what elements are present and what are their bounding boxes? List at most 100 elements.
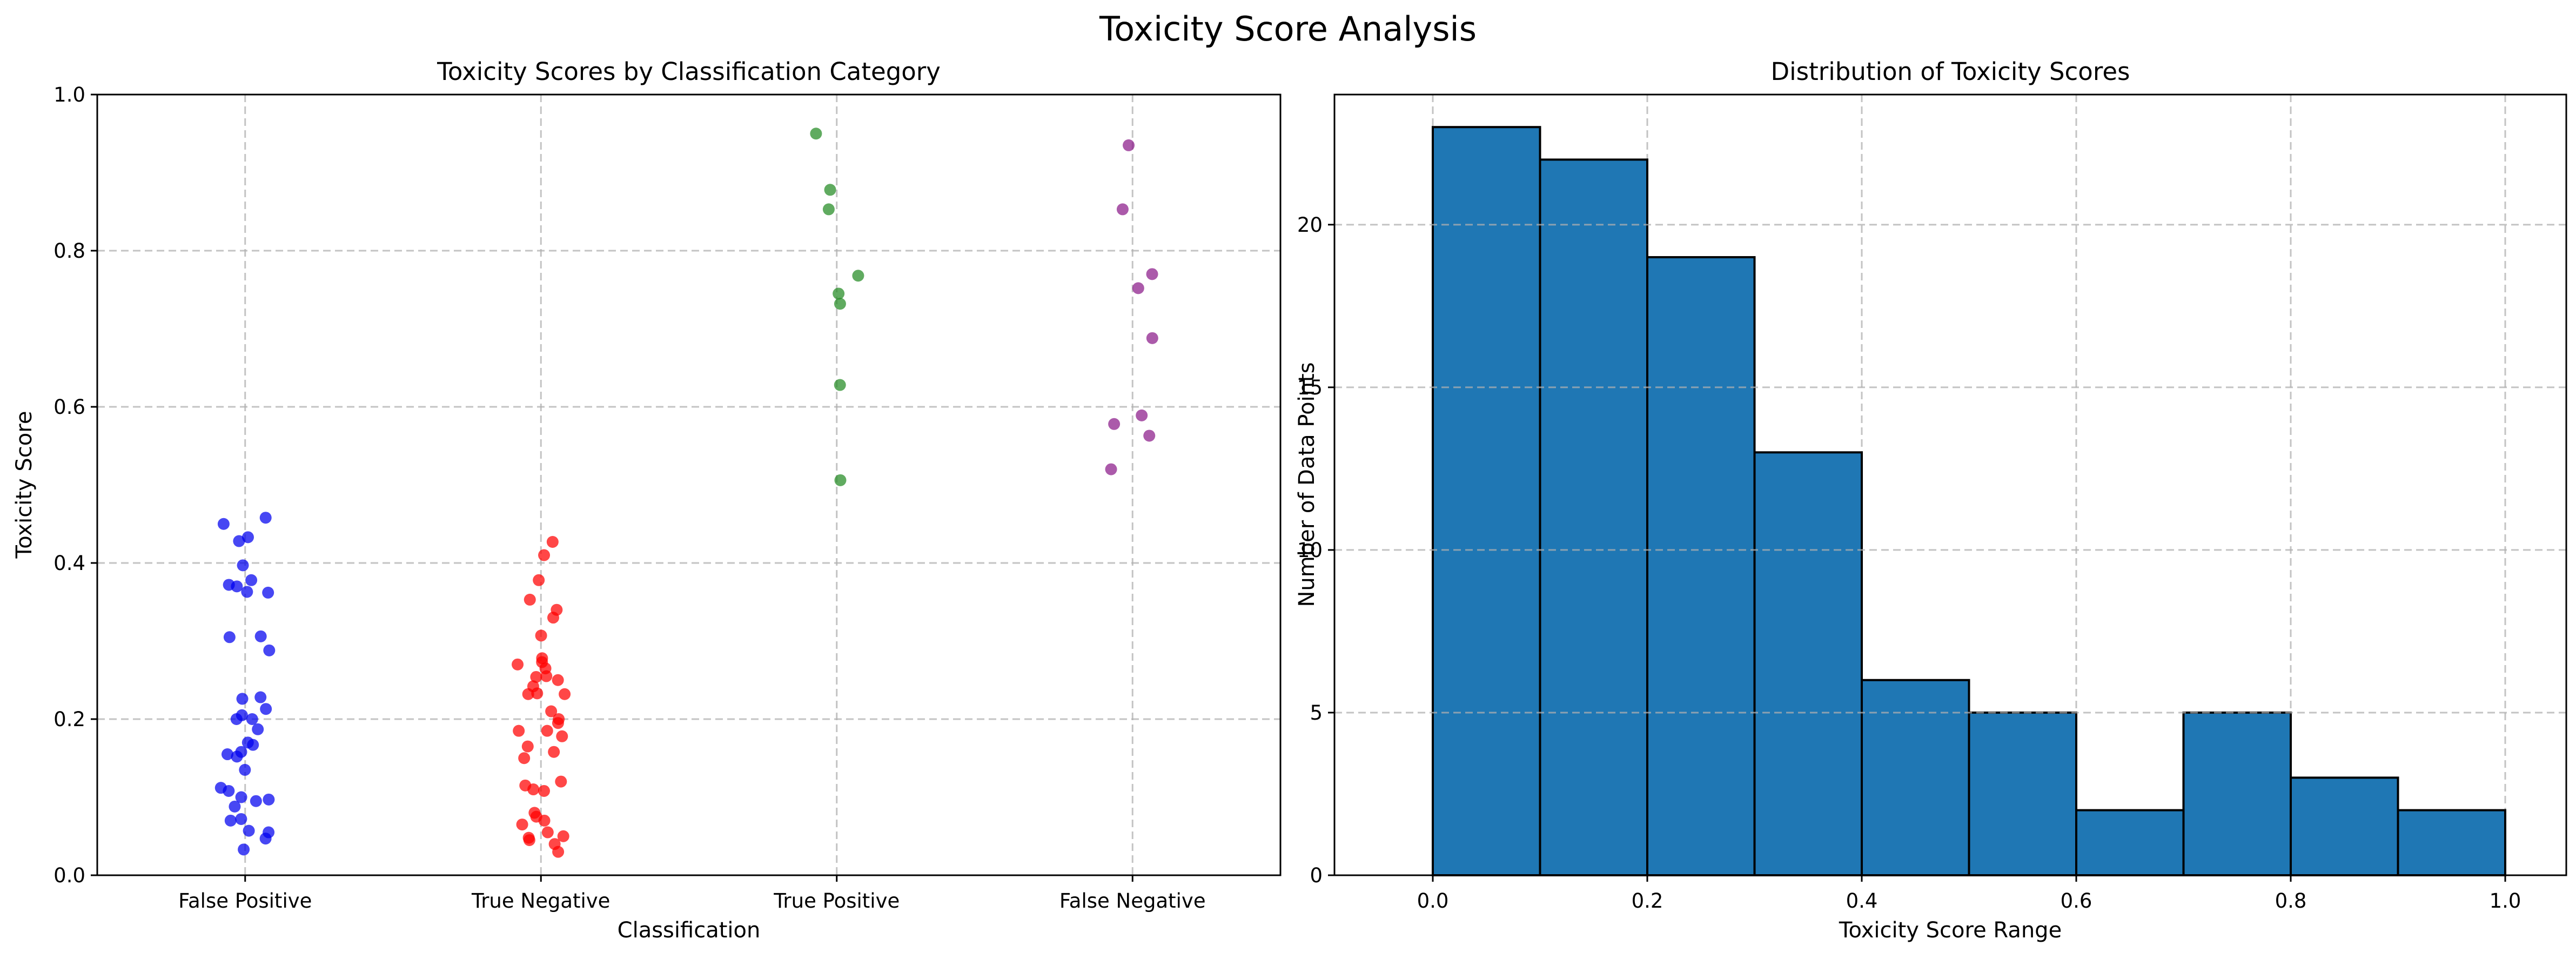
histogram-bar [2290,776,2399,876]
histogram-xtick-label: 0.8 [2275,889,2307,913]
scatter-ytick-label: 1.0 [53,83,85,106]
scatter-point-false-positive [231,580,243,593]
scatter-point-false-positive [237,559,249,572]
histogram-bar [1432,126,1541,876]
scatter-point-true-negative [557,830,569,842]
scatter-point-false-positive [247,739,259,751]
histogram-bar [2397,809,2506,877]
scatter-plot-frame [96,93,1282,876]
scatter-point-true-negative [555,775,567,788]
scatter-point-false-negative [1105,463,1117,475]
scatter-point-true-positive [834,474,847,486]
histogram-grid-y [1334,224,2566,714]
histogram-xtick-label: 1.0 [2490,889,2521,913]
scatter-point-true-negative [552,674,564,686]
scatter-point-false-positive [252,723,264,735]
scatter-point-false-positive [259,512,272,524]
scatter-point-true-positive [833,287,845,300]
scatter-point-false-positive [254,691,267,703]
scatter-point-true-positive [822,203,835,216]
scatter-point-false-positive [243,824,255,837]
scatter-point-false-positive [241,586,253,598]
scatter-point-false-positive [262,586,274,599]
histogram-xtick-label: 0.4 [1846,889,1878,913]
scatter-point-false-positive [263,793,275,806]
scatter-point-true-positive [824,184,836,196]
scatter-point-true-negative [521,740,534,753]
scatter-point-true-negative [530,670,542,683]
scatter-point-true-negative [538,814,551,827]
scatter-point-true-positive [834,298,846,310]
scatter-point-true-negative [541,826,554,839]
scatter-point-false-positive [231,750,243,763]
histogram-ytick-label: 10 [1297,539,1323,562]
scatter-point-true-negative [518,752,531,764]
scatter-xtick-label-false-positive: False Positive [178,889,312,913]
histogram-ytick-label: 20 [1297,213,1323,237]
scatter-point-false-negative [1146,332,1158,344]
scatter-point-true-negative [559,688,571,700]
histogram-bar [1861,679,1970,876]
scatter-point-false-positive [221,748,233,761]
scatter-point-false-positive [242,531,254,544]
histogram-ytick-label: 15 [1297,376,1323,399]
scatter-point-true-negative [516,819,528,831]
scatter-ylabel: Toxicity Score [12,411,37,559]
histogram-bars [1432,126,2506,877]
scatter-point-false-positive [246,713,258,725]
scatter-point-false-positive [254,630,267,642]
scatter-point-false-positive [259,833,272,845]
scatter-ytick-label: 0.8 [53,239,85,263]
histogram-ytick-label: 5 [1310,701,1323,725]
scatter-point-true-negative [556,730,568,742]
histogram-bar [2182,711,2292,877]
scatter-point-true-negative [527,783,540,796]
histogram-bar [2075,809,2185,877]
scatter-point-false-positive [224,814,237,827]
scatter-point-false-positive [233,535,245,547]
scatter-point-false-negative [1136,409,1148,421]
scatter-point-true-negative [547,612,560,624]
scatter-point-true-negative [541,725,553,737]
scatter-point-true-negative [552,846,565,858]
histogram-ytick-label: 0 [1310,864,1323,887]
histogram-ylabel: Number of Data Points [1294,362,1319,607]
scatter-point-true-negative [533,574,545,586]
scatter-point-false-positive [263,644,276,656]
scatter-title: Toxicity Scores by Classification Catego… [437,57,941,86]
scatter-point-true-positive [834,379,846,391]
scatter-xtick-label-false-negative: False Negative [1059,889,1206,913]
scatter-points [214,128,1158,858]
scatter-point-false-positive [235,813,247,825]
scatter-point-false-positive [260,703,272,715]
histogram-title: Distribution of Toxicity Scores [1771,57,2130,86]
scatter-point-true-negative [538,549,551,561]
scatter-point-true-negative [523,834,535,846]
histogram-xtick-label: 0.0 [1417,889,1449,913]
histogram-plot-frame [1333,93,2567,876]
histogram-bar [1753,451,1863,876]
scatter-point-true-negative [548,746,560,758]
scatter-point-false-positive [236,693,249,705]
scatter-xlabel: Classification [618,918,761,943]
scatter-point-false-positive [229,800,241,813]
scatter-grid [97,95,1280,875]
scatter-point-true-negative [513,725,525,737]
scatter-xtick-label-true-positive: True Positive [773,889,900,913]
scatter-ytick-label: 0.4 [53,552,85,575]
histogram-xlabel: Toxicity Score Range [1839,918,2062,943]
scatter-point-false-positive [245,574,258,586]
scatter-point-true-negative [531,687,544,700]
scatter-point-false-positive [250,795,262,807]
scatter-point-false-negative [1143,430,1156,442]
histogram-bar [1539,158,1648,877]
scatter-point-false-negative [1108,418,1121,430]
scatter-xtick-label-true-negative: True Negative [471,889,610,913]
scatter-point-false-positive [238,843,250,856]
scatter-point-true-negative [535,629,547,642]
scatter-point-false-negative [1146,268,1158,280]
scatter-point-false-negative [1123,139,1135,151]
histogram-bar [1968,711,2077,877]
scatter-point-false-positive [235,791,247,803]
